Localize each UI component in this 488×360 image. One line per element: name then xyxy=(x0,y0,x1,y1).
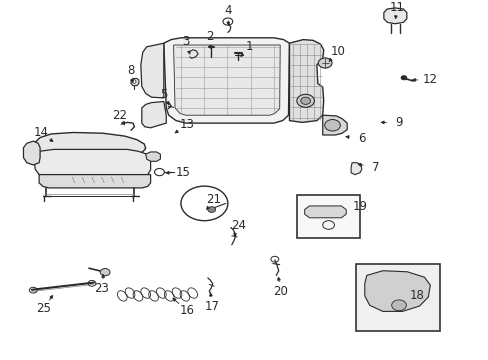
Circle shape xyxy=(207,207,215,212)
Text: 11: 11 xyxy=(388,1,404,14)
Bar xyxy=(297,195,359,238)
Circle shape xyxy=(100,269,110,276)
Polygon shape xyxy=(364,271,429,311)
Polygon shape xyxy=(350,163,361,175)
Polygon shape xyxy=(34,147,150,177)
Polygon shape xyxy=(132,80,136,84)
Polygon shape xyxy=(322,115,346,135)
Text: 14: 14 xyxy=(34,126,49,139)
Polygon shape xyxy=(289,40,323,122)
Text: 19: 19 xyxy=(352,201,366,213)
Text: 7: 7 xyxy=(371,161,378,174)
Polygon shape xyxy=(383,8,406,24)
Text: 1: 1 xyxy=(245,40,253,53)
Text: 17: 17 xyxy=(204,300,219,313)
Text: 13: 13 xyxy=(179,118,194,131)
Text: 5: 5 xyxy=(160,88,167,101)
Text: 15: 15 xyxy=(176,166,190,179)
Text: 2: 2 xyxy=(205,30,213,42)
Polygon shape xyxy=(304,206,346,218)
Text: 24: 24 xyxy=(230,219,245,232)
Text: 10: 10 xyxy=(330,45,345,58)
Polygon shape xyxy=(142,102,166,128)
Polygon shape xyxy=(145,152,160,161)
Text: 18: 18 xyxy=(408,289,423,302)
Text: 16: 16 xyxy=(180,304,194,317)
Text: 4: 4 xyxy=(224,4,232,17)
Text: 3: 3 xyxy=(183,35,190,48)
Circle shape xyxy=(318,58,331,68)
Text: 21: 21 xyxy=(206,193,221,206)
Text: 12: 12 xyxy=(422,73,437,86)
Circle shape xyxy=(400,76,406,80)
Text: 8: 8 xyxy=(127,64,135,77)
Text: 6: 6 xyxy=(357,132,365,145)
Text: 20: 20 xyxy=(273,285,288,298)
Polygon shape xyxy=(163,38,289,123)
Bar xyxy=(355,264,439,331)
Text: 23: 23 xyxy=(94,282,109,295)
Polygon shape xyxy=(39,175,150,188)
Polygon shape xyxy=(23,141,40,165)
Polygon shape xyxy=(141,43,163,98)
Text: 9: 9 xyxy=(394,116,402,129)
Text: 25: 25 xyxy=(36,302,51,315)
Circle shape xyxy=(324,120,340,131)
Circle shape xyxy=(296,94,314,107)
Circle shape xyxy=(391,300,406,311)
Polygon shape xyxy=(131,78,139,86)
Circle shape xyxy=(300,97,310,104)
Polygon shape xyxy=(34,132,145,156)
Text: 22: 22 xyxy=(112,109,127,122)
Polygon shape xyxy=(173,45,280,115)
